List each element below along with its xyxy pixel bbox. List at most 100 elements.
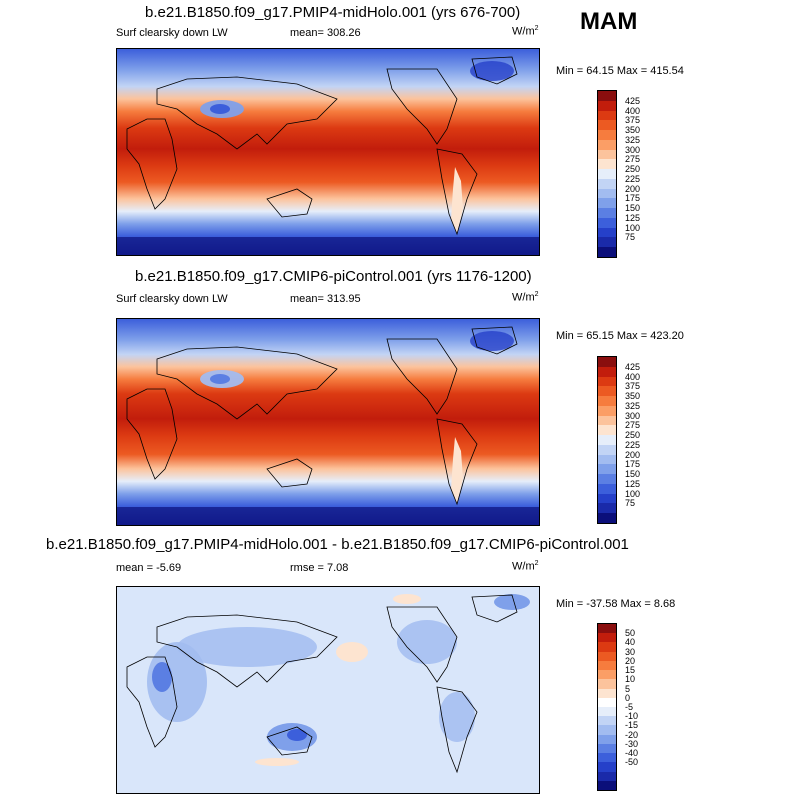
panel-1-coastlines — [126, 56, 518, 236]
colorbar-3-segment — [598, 660, 616, 671]
panel-3-map — [116, 586, 540, 794]
panel-1-units: W/m2 — [512, 25, 539, 38]
panel-1-min-label: Min = — [556, 65, 584, 77]
colorbar-3-tick-label: 20 — [625, 655, 636, 666]
colorbar-3-tick-label: -50 — [625, 757, 639, 768]
panel-1-title: b.e21.B1850.f09_g17.PMIP4-midHolo.001 (y… — [145, 4, 521, 21]
colorbar-1-tick-label: 425 — [625, 95, 641, 106]
panel-2-mean-value: 313.95 — [327, 293, 361, 305]
colorbar-1-tick-label: 350 — [625, 125, 641, 136]
colorbar-1-tick-label: 375 — [625, 115, 641, 126]
panel-2-mean: mean= 313.95 — [290, 293, 361, 305]
colorbar-2-segment — [598, 366, 616, 377]
colorbar-1-segment — [598, 247, 616, 257]
colorbar-2-tick-label: 175 — [625, 459, 641, 470]
colorbar-2-segment — [598, 435, 616, 445]
colorbar-3-segment — [598, 743, 616, 754]
colorbar-1-segment — [598, 130, 616, 140]
colorbar-1-segment — [598, 217, 616, 228]
colorbar-2-tick-label: 75 — [625, 498, 636, 509]
colorbar-1-tick-label: 75 — [625, 232, 636, 243]
colorbar-2-segment — [598, 386, 616, 396]
colorbar-2-segment — [598, 483, 616, 494]
colorbar-3-tick-label: 15 — [625, 665, 636, 676]
panel-2-variable: Surf clearsky down LW — [116, 293, 228, 305]
panel-3-max-value: 8.68 — [653, 598, 676, 610]
colorbar-1-tick-label: 250 — [625, 164, 641, 175]
colorbar-3-tick-label: 40 — [625, 637, 636, 648]
colorbar-2-segment — [598, 396, 616, 406]
colorbar-2-segment — [598, 415, 616, 426]
colorbar-2-tick-label: 400 — [625, 371, 641, 382]
panel-1-field — [117, 49, 539, 255]
panel-1-map — [116, 48, 540, 256]
colorbar-3-segment — [598, 734, 616, 744]
panel-1-min-value: 64.15 — [586, 65, 614, 77]
panel-2-min-label: Min = — [556, 330, 584, 342]
panel-1-colorbar — [597, 90, 617, 258]
panel-1-max-label: Max = — [616, 65, 648, 77]
colorbar-3-segment — [598, 771, 616, 781]
panel-1-mean: mean= 308.26 — [290, 27, 361, 39]
colorbar-2-segment — [598, 376, 616, 387]
panel-1-mean-label: mean= — [290, 27, 324, 39]
colorbar-3-tick-label: -20 — [625, 729, 639, 740]
panel-2-min-value: 65.15 — [586, 330, 614, 342]
panel-3-mean-label: mean = — [116, 562, 153, 574]
colorbar-1-segment — [598, 139, 616, 150]
colorbar-2-tick-label: 425 — [625, 361, 641, 372]
colorbar-3-segment — [598, 624, 616, 634]
panel-3-min-value: -37.58 — [586, 598, 618, 610]
panel-2-colorbar — [597, 356, 617, 524]
panel-3-title: b.e21.B1850.f09_g17.PMIP4-midHolo.001 - … — [46, 536, 629, 553]
colorbar-1-segment — [598, 91, 616, 101]
panel-3-rmse: rmse = 7.08 — [290, 562, 348, 574]
panel-2-mean-label: mean= — [290, 293, 324, 305]
colorbar-2-tick-label: 150 — [625, 469, 641, 480]
colorbar-3-tick-label: -5 — [625, 702, 634, 712]
colorbar-1-tick-label: 325 — [625, 134, 641, 145]
panel-1-variable: Surf clearsky down LW — [116, 27, 228, 39]
colorbar-2-tick-label: 100 — [625, 488, 641, 499]
colorbar-3-tick-label: -15 — [625, 720, 639, 731]
colorbar-1-segment — [598, 159, 616, 169]
panel-3-rmse-value: 7.08 — [327, 562, 349, 574]
colorbar-3-segment — [598, 642, 616, 652]
panel-1-minmax: Min = 64.15 Max = 415.54 — [556, 65, 684, 77]
colorbar-1-segment — [598, 227, 616, 238]
colorbar-1-tick-label: 275 — [625, 154, 641, 165]
colorbar-3-segment — [598, 697, 616, 707]
colorbar-3-segment — [598, 633, 616, 643]
colorbar-2-tick-label: 250 — [625, 430, 641, 441]
colorbar-1-tick-label: 200 — [625, 183, 641, 194]
colorbar-2-tick-label: 325 — [625, 400, 641, 411]
colorbar-2-tick-label: 350 — [625, 391, 641, 402]
colorbar-3-tick-label: 10 — [625, 674, 636, 685]
season-label: MAM — [580, 8, 638, 35]
panel-2-field — [117, 319, 539, 525]
colorbar-2-segment — [598, 503, 616, 513]
colorbar-3-tick-label: -40 — [625, 748, 639, 759]
panel-2-max-value: 423.20 — [650, 330, 684, 342]
panel-1-max-value: 415.54 — [650, 65, 684, 77]
colorbar-3-tick-label: 30 — [625, 646, 636, 657]
colorbar-3-segment — [598, 753, 616, 763]
colorbar-1-segment — [598, 169, 616, 179]
colorbar-3-segment — [598, 688, 616, 698]
colorbar-2-segment — [598, 425, 616, 435]
colorbar-2-segment — [598, 454, 616, 465]
colorbar-1-tick-label: 225 — [625, 173, 641, 184]
colorbar-3-segment — [598, 706, 616, 717]
colorbar-3-segment — [598, 780, 616, 790]
colorbar-3-segment — [598, 651, 616, 661]
colorbar-3-segment — [598, 762, 616, 772]
colorbar-2-segment — [598, 474, 616, 484]
panel-2-map — [116, 318, 540, 526]
colorbar-1-segment — [598, 237, 616, 247]
panel-3-min-label: Min = — [556, 598, 584, 610]
colorbar-1-tick-label: 300 — [625, 144, 641, 155]
colorbar-2-tick-label: 275 — [625, 420, 641, 431]
colorbar-3-tick-label: 50 — [625, 628, 636, 639]
colorbar-3-segment — [598, 725, 616, 735]
colorbar-2-segment — [598, 444, 616, 455]
